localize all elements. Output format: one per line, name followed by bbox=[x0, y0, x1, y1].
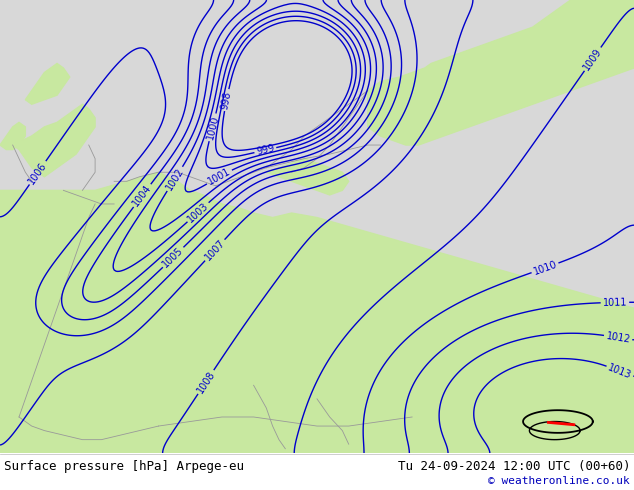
Text: 1001: 1001 bbox=[206, 167, 233, 187]
Text: 1012: 1012 bbox=[605, 331, 631, 344]
Polygon shape bbox=[13, 104, 95, 177]
Polygon shape bbox=[266, 159, 349, 195]
Text: Tu 24-09-2024 12:00 UTC (00+60): Tu 24-09-2024 12:00 UTC (00+60) bbox=[398, 460, 630, 473]
Text: Surface pressure [hPa] Arpege-eu: Surface pressure [hPa] Arpege-eu bbox=[4, 460, 244, 473]
Polygon shape bbox=[0, 172, 634, 453]
Text: 999: 999 bbox=[256, 143, 275, 157]
Text: 1011: 1011 bbox=[602, 297, 627, 308]
Text: 1010: 1010 bbox=[532, 259, 558, 277]
Text: 1006: 1006 bbox=[27, 160, 49, 186]
Text: 998: 998 bbox=[220, 90, 233, 110]
Text: 1002: 1002 bbox=[164, 166, 186, 192]
Text: 1005: 1005 bbox=[161, 245, 186, 270]
Text: 1008: 1008 bbox=[195, 369, 217, 395]
Text: 1013: 1013 bbox=[607, 363, 633, 381]
Polygon shape bbox=[25, 64, 70, 104]
Text: 1007: 1007 bbox=[203, 238, 227, 263]
Text: 1009: 1009 bbox=[581, 46, 604, 72]
Polygon shape bbox=[0, 122, 25, 149]
Text: © weatheronline.co.uk: © weatheronline.co.uk bbox=[488, 476, 630, 486]
Text: 1000: 1000 bbox=[205, 114, 221, 141]
Text: 1004: 1004 bbox=[131, 183, 153, 208]
Polygon shape bbox=[368, 0, 634, 145]
Text: 1003: 1003 bbox=[186, 200, 210, 224]
